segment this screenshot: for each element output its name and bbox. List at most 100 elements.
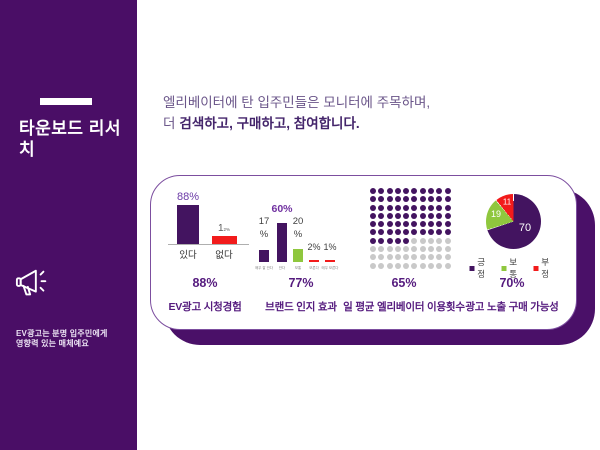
- bar-value-label: 1%: [323, 241, 336, 254]
- waffle-dot: [386, 246, 393, 253]
- waffle-dot: [386, 229, 393, 236]
- bar-value-line: 20: [292, 216, 304, 227]
- waffle-dot: [394, 262, 401, 269]
- headline-line1: 엘리베이터에 탄 입주민들은 모니터에 주목하며,: [163, 95, 431, 110]
- waffle-dot: [394, 204, 401, 211]
- waffle-dot: [428, 212, 435, 219]
- bar: [309, 260, 319, 262]
- waffle-dot: [428, 188, 435, 194]
- waffle-dot: [403, 196, 410, 203]
- bar-value-line: 17: [258, 216, 270, 227]
- bar: [177, 205, 199, 244]
- waffle-dot: [394, 188, 401, 194]
- waffle-dot: [394, 237, 401, 244]
- waffle-dot: [419, 262, 426, 269]
- waffle-dot: [386, 196, 393, 203]
- waffle-dot: [370, 229, 376, 236]
- pie-legend: 긍정 보통 부정: [469, 256, 557, 280]
- waffle-dot: [436, 262, 443, 269]
- waffle-dot: [436, 246, 443, 253]
- waffle-dot: [378, 188, 385, 194]
- bar-value-label: 17%: [259, 216, 270, 241]
- waffle-dot: [436, 204, 443, 211]
- waffle-dot: [411, 188, 418, 194]
- waffle-dot: [378, 196, 385, 203]
- bar-value-label: 2%: [307, 241, 320, 254]
- waffle-dot: [436, 212, 443, 219]
- waffle-dot: [378, 212, 385, 219]
- waffle-dot: [419, 204, 426, 211]
- bar-value-line: 60%: [271, 203, 293, 215]
- waffle-dot: [436, 196, 443, 203]
- sidebar-title: 타운보드 리서치: [19, 119, 122, 159]
- waffle-dot: [370, 262, 376, 269]
- waffle-dot: [428, 196, 435, 203]
- sidebar-note: EV광고는 분명 입주민에게 영향력 있는 매체예요: [16, 329, 108, 349]
- waffle-dot: [378, 204, 385, 211]
- waffle-dot: [428, 262, 435, 269]
- category-label: 모른다: [309, 266, 319, 271]
- waffle-dot: [444, 262, 451, 269]
- legend-label: 보통: [509, 257, 518, 279]
- waffle-dot: [419, 229, 426, 236]
- waffle-dot: [403, 262, 410, 269]
- bar-value-label: 88%: [176, 191, 200, 203]
- bar-value-line: 2%: [307, 242, 321, 252]
- legend-swatch: [469, 265, 475, 271]
- waffle-dot: [444, 246, 451, 253]
- waffle-dot: [403, 204, 410, 211]
- waffle-dot: [411, 196, 418, 203]
- accent-dash: [40, 98, 92, 105]
- legend-item: 긍정: [469, 256, 493, 280]
- bar-value-line: %: [293, 228, 303, 240]
- waffle-dot: [428, 221, 435, 228]
- bar: [325, 260, 335, 262]
- chart-caption: 브랜드 인지 효과: [265, 301, 337, 313]
- waffle-dot: [378, 221, 385, 228]
- waffle-dot: [411, 246, 418, 253]
- waffle-dot: [436, 237, 443, 244]
- waffle-dot: [378, 262, 385, 269]
- waffle-dot: [403, 188, 410, 194]
- bar: [277, 223, 287, 262]
- waffle-dot: [386, 204, 393, 211]
- category-label: 매우 모른다: [321, 266, 339, 271]
- pie-slice-label: 19: [490, 209, 502, 219]
- waffle-dot: [370, 196, 376, 203]
- waffle-dot: [386, 188, 393, 194]
- legend-label: 긍정: [477, 257, 486, 279]
- waffle-dot: [370, 212, 376, 219]
- waffle-dot: [370, 188, 376, 194]
- legend-swatch: [533, 265, 539, 271]
- waffle-dot: [428, 246, 435, 253]
- waffle-dot: [378, 254, 385, 261]
- waffle-dot: [444, 188, 451, 194]
- waffle-dot: [436, 221, 443, 228]
- waffle-dot: [403, 229, 410, 236]
- waffle-dot: [411, 262, 418, 269]
- waffle-dot: [419, 254, 426, 261]
- headline-line2: 더 검색하고, 구매하고, 참여합니다.: [163, 114, 430, 135]
- waffle-dot: [411, 221, 418, 228]
- bar: [212, 236, 237, 244]
- pie-chart-purchase-likelihood: [486, 194, 541, 249]
- axis-line: [168, 244, 249, 245]
- waffle-dot: [386, 237, 393, 244]
- waffle-dot: [394, 212, 401, 219]
- waffle-dot: [411, 254, 418, 261]
- waffle-dot: [411, 212, 418, 219]
- waffle-dot: [444, 229, 451, 236]
- legend-item: 보통: [501, 256, 525, 280]
- waffle-dot: [444, 204, 451, 211]
- waffle-dot: [428, 254, 435, 261]
- headline-emphasis: 검색하고, 구매하고, 참여합니다.: [179, 115, 360, 131]
- waffle-dot: [444, 237, 451, 244]
- headline-line2-prefix: 더: [163, 115, 176, 131]
- waffle-dot: [378, 229, 385, 236]
- waffle-dot: [411, 237, 418, 244]
- waffle-dot: [419, 237, 426, 244]
- headline: 엘리베이터에 탄 입주민들은 모니터에 주목하며, 더 검색하고, 구매하고, 참…: [163, 93, 430, 134]
- pie-slice-label: 11: [502, 197, 512, 207]
- sidebar-note-line: EV광고는 분명 입주민에게: [16, 329, 108, 338]
- waffle-dot: [411, 204, 418, 211]
